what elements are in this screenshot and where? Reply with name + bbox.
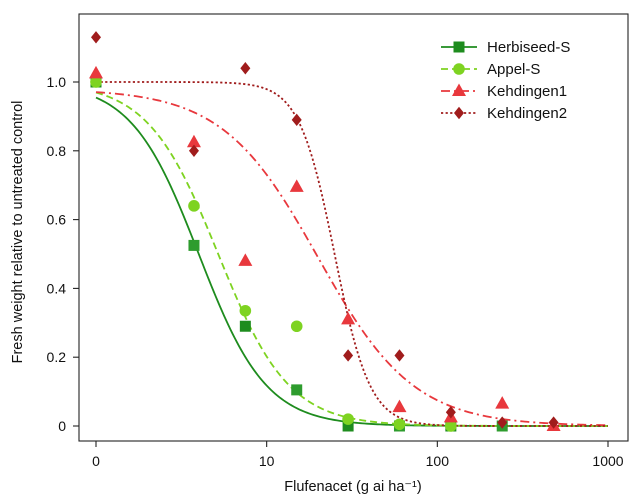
legend-marker <box>453 41 465 53</box>
y-axis-label: Fresh weight relative to untreated contr… <box>10 101 26 364</box>
y-tick-label: 0.6 <box>47 212 67 228</box>
x-tick-label: 100 <box>426 453 450 469</box>
point-appel-s <box>445 420 457 432</box>
point-kehdingen1 <box>238 253 253 266</box>
legend-marker <box>452 83 466 96</box>
point-kehdingen1 <box>341 311 356 325</box>
y-tick-label: 0.4 <box>47 280 67 296</box>
point-kehdingen1 <box>89 65 103 79</box>
y-tick-label: 0.8 <box>47 143 67 159</box>
legend-label: Kehdingen2 <box>487 105 567 122</box>
legend-marker <box>453 63 465 75</box>
point-kehdingen2 <box>394 349 405 362</box>
point-kehdingen1 <box>186 134 201 148</box>
point-kehdingen2 <box>497 416 508 429</box>
point-herbiseed-s <box>188 239 200 251</box>
point-herbiseed-s <box>291 384 303 396</box>
fitted-curves <box>95 81 609 427</box>
y-tick-label: 0.2 <box>47 349 67 365</box>
point-kehdingen2 <box>343 349 354 362</box>
point-appel-s <box>188 200 200 212</box>
legend-marker <box>454 106 464 120</box>
point-kehdingen2 <box>548 416 559 429</box>
point-herbiseed-s <box>342 420 354 432</box>
point-kehdingen2 <box>240 62 251 75</box>
y-tick-label: 0 <box>58 418 66 434</box>
point-appel-s <box>393 418 406 431</box>
x-tick-label: 1000 <box>592 453 623 469</box>
curve-kehdingen1 <box>95 91 609 427</box>
point-appel-s <box>342 413 354 425</box>
x-tick-label: 10 <box>259 453 275 469</box>
legend-label: Appel-S <box>487 61 540 78</box>
point-kehdingen1 <box>289 179 304 192</box>
point-appel-s <box>90 76 102 88</box>
data-points <box>89 31 561 432</box>
curve-herbiseed-s <box>95 96 608 427</box>
x-axis: 0 10 100 1000 <box>92 441 624 469</box>
point-kehdingen2 <box>445 406 456 419</box>
x-axis-label: Flufenacet (g ai ha⁻¹) <box>284 479 421 495</box>
point-kehdingen1 <box>495 396 510 409</box>
x-tick-label: 0 <box>92 453 100 469</box>
legend-label: Herbiseed-S <box>487 39 570 56</box>
plot-frame <box>78 13 629 442</box>
legend-label: Kehdingen1 <box>487 83 567 100</box>
legend: Herbiseed-S Appel-S Kehdingen1 Kehdingen2 <box>441 39 570 122</box>
point-kehdingen2 <box>291 113 302 127</box>
point-kehdingen2 <box>188 144 199 157</box>
curve-kehdingen2 <box>96 81 608 427</box>
point-appel-s <box>290 320 303 333</box>
point-kehdingen2 <box>91 31 101 44</box>
point-kehdingen1 <box>392 399 407 413</box>
point-herbiseed-s <box>239 320 251 332</box>
point-appel-s <box>239 304 252 317</box>
y-tick-label: 1.0 <box>47 74 67 90</box>
y-axis: 0 0.2 0.4 0.6 0.8 1.0 <box>47 74 79 434</box>
curve-appel-s <box>95 91 608 427</box>
